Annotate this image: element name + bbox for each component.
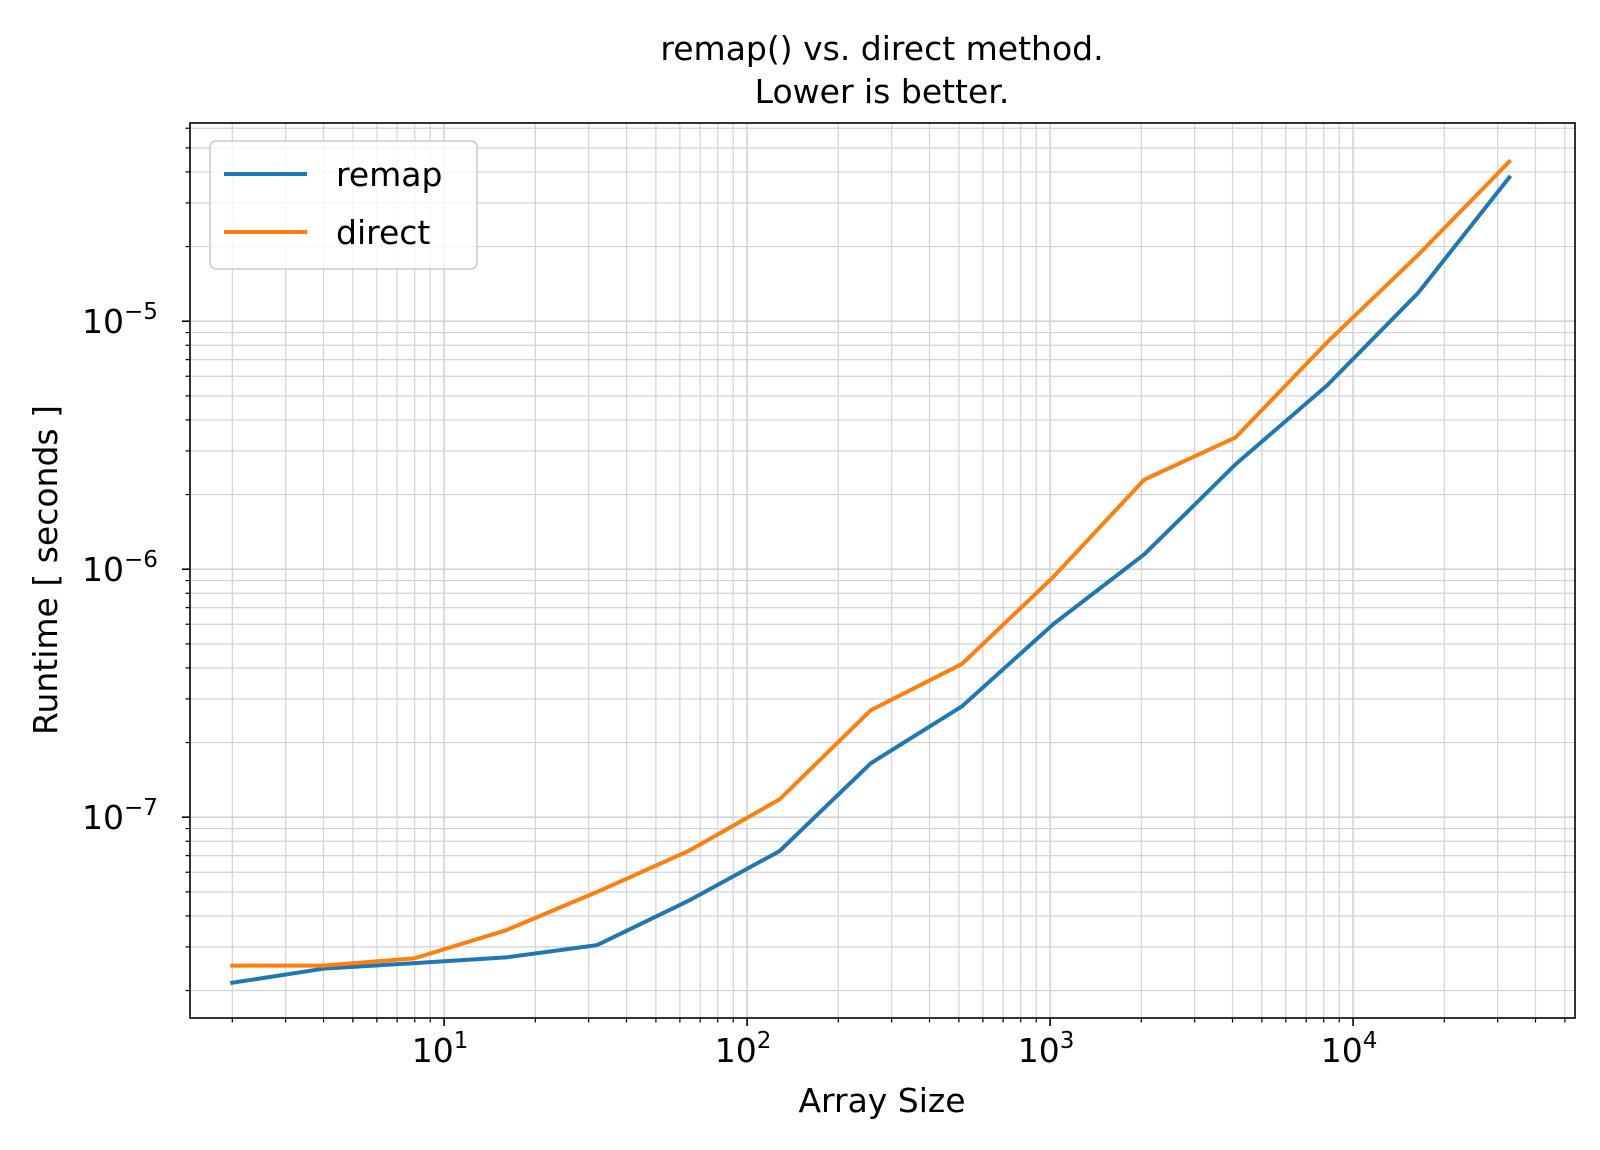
y-axis-label: Runtime [ seconds ] [26,405,65,735]
x-tick-label: 103 [1018,1028,1075,1070]
legend-label-remap: remap [336,155,442,194]
y-tick-label: 10−5 [82,299,158,341]
chart-title-line-1: remap() vs. direct method. [660,29,1103,68]
series-layer [230,158,1513,986]
legend-label-direct: direct [336,213,430,252]
plot-frame [189,122,1576,1019]
y-axis-ticks: 10−7 10−6 10−5 [82,127,190,992]
legend: remap direct [209,140,478,270]
y-tick-label: 10−7 [82,795,158,837]
x-axis-ticks: 101 102 103 104 [231,1018,1566,1070]
y-tick-label: 10−6 [82,547,158,589]
grid-major [190,123,1575,1018]
chart-title-line-2: Lower is better. [755,72,1010,111]
x-axis-label: Array Size [798,1081,965,1120]
x-tick-label: 101 [412,1028,469,1070]
chart-title: remap() vs. direct method. Lower is bett… [660,29,1103,111]
x-tick-label: 104 [1321,1028,1378,1070]
x-tick-label: 102 [715,1028,772,1070]
series-line-direct [230,158,1513,968]
